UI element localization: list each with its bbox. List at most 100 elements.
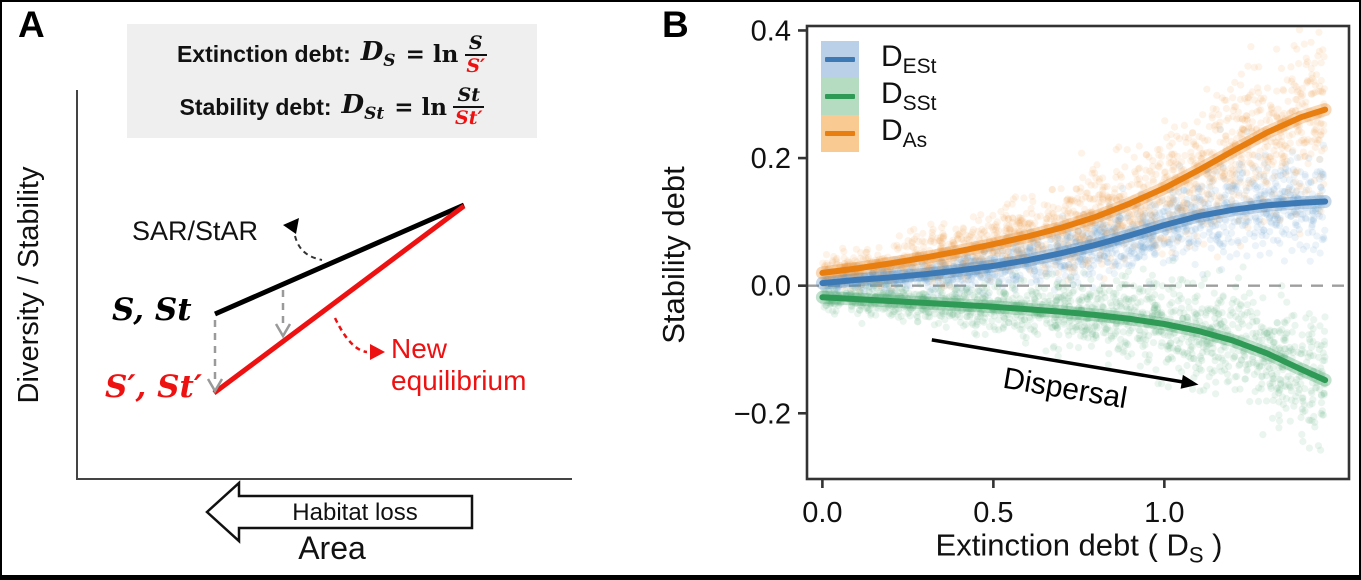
scatter-point [1207,190,1216,198]
scatter-point [998,254,1007,262]
scatter-point [1183,361,1191,370]
scatter-point [1115,143,1123,151]
scatter-point [1034,246,1042,254]
scatter-point [1247,198,1256,206]
scatter-point [1253,223,1261,231]
scatter-point [1022,243,1030,251]
scatter-point [1256,251,1264,259]
scatter-point [1009,214,1017,222]
scatter-point [1121,163,1129,171]
scatter-point [959,259,967,268]
scatter-point [1223,116,1231,125]
scatter-point [1071,262,1079,270]
scatter-point [1306,401,1314,409]
scatter-point [1238,115,1246,123]
scatter-point [1282,375,1290,383]
scatter-point [1011,276,1019,284]
scatter-point [1273,319,1281,327]
scatter-point [1229,295,1238,303]
scatter-point [1280,230,1288,238]
scatter-point [1206,236,1214,244]
scatter-point [862,248,870,256]
scatter-point [1141,216,1149,225]
scatter-point [906,227,915,235]
scatter-point [1279,169,1288,177]
scatter-point [1318,170,1326,178]
scatter-point [903,243,911,251]
scatter-point [927,237,935,245]
scatter-point [1290,171,1298,179]
scatter-point [1174,225,1182,234]
scatter-point [921,276,929,284]
scatter-point [1169,257,1177,265]
scatter-point [1278,326,1286,334]
scatter-point [1118,222,1126,230]
scatter-point [985,215,993,223]
scatter-point [1084,295,1092,304]
scatter-point [1048,186,1056,194]
scatter-point [1213,91,1221,99]
scatter-point [1166,210,1174,218]
scatter-point [1284,144,1292,152]
scatter-point [1273,45,1281,53]
scatter-point [1136,362,1144,370]
scatter-point [1265,207,1273,215]
scatter-point [1278,228,1286,236]
scatter-point [1079,261,1087,269]
scatter-point [1152,366,1160,374]
scatter-point [1008,248,1016,256]
scatter-point [1173,224,1181,232]
scatter-point [1074,279,1082,287]
scatter-point [1183,225,1191,233]
scatter-point [1225,183,1233,191]
scatter-point [1290,208,1298,216]
scatter-point [834,283,842,291]
scatter-point [1304,160,1312,168]
scatter-point [1020,194,1028,202]
scatter-point [1277,64,1286,72]
scatter-point [1247,180,1255,188]
scatter-point [1270,186,1278,194]
scatter-point [1183,244,1191,252]
scatter-point [926,275,934,283]
scatter-point [1021,262,1030,270]
scatter-point [1066,263,1074,272]
legend-swatch-DAs [821,115,859,152]
scatter-point [1222,217,1230,225]
scatter-point [830,252,838,261]
scatter-point [981,330,989,339]
scatter-point [1212,202,1221,210]
scatter-point [876,279,884,288]
scatter-point [1222,228,1230,236]
scatter-point [1052,261,1060,269]
scatter-point [1301,171,1309,179]
scatter-point [1228,187,1236,195]
scatter-point [984,270,992,278]
scatter-point [947,283,955,291]
scatter-point [1064,263,1072,271]
scatter-point [1233,250,1241,258]
scatter-point [1157,293,1165,301]
scatter-point [984,272,992,280]
scatter-point [1317,391,1326,400]
legend-label-DSSt: DSSt [881,77,937,115]
x-tick-label: 1.0 [1144,497,1184,529]
scatter-point [1205,373,1213,381]
scatter-point [1204,200,1212,208]
scatter-point [1185,235,1193,243]
scatter-point [1248,178,1256,186]
scatter-point [1207,216,1215,224]
scatter-point [980,269,989,277]
scatter-point [1145,235,1153,243]
scatter-point [1317,59,1325,67]
scatter-point [928,228,936,236]
scatter-point [1173,203,1181,211]
scatter-point [1041,269,1049,278]
scatter-point [1215,266,1223,275]
scatter-point [1053,280,1061,289]
scatter-point [1292,219,1300,227]
scatter-point [1188,129,1197,137]
scatter-point [1200,198,1208,207]
scatter-point [1196,387,1204,395]
scatter-point [1270,190,1278,198]
